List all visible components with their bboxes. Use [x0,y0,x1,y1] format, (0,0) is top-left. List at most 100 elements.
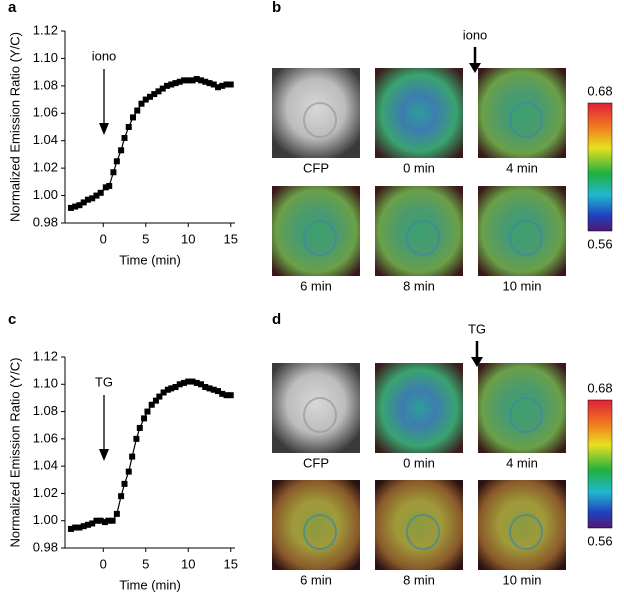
nucleus [509,102,543,138]
data-point [176,78,183,85]
data-point [189,77,196,84]
data-point [210,81,217,88]
arrow-head [469,63,481,73]
data-point [206,385,213,392]
data-point [109,517,116,524]
y-tick-label: 1.04 [33,458,58,473]
micrograph [272,480,360,570]
image-label: CFP [303,160,329,175]
micrograph [375,186,463,276]
data-point [219,390,226,397]
y-tick-label: 1.12 [33,22,58,37]
data-point [142,96,149,103]
data-point [118,147,125,154]
x-tick-label: 0 [100,231,107,246]
data-point [106,182,113,189]
data-point [101,519,108,526]
data-point [84,521,91,528]
stimulus-label: TG [468,321,486,336]
data-point [121,134,128,141]
data-point [151,91,158,98]
y-tick-label: 1.00 [33,512,58,527]
image-label: 6 min [300,278,332,293]
data-point [152,397,159,404]
nucleus [509,220,543,256]
panel-label: d [272,311,281,328]
y-axis-label: Normalized Emission Ratio (Y/C) [7,32,22,222]
x-tick-label: 5 [142,231,149,246]
data-point [121,480,128,487]
data-point [215,84,221,91]
data-point [223,392,230,399]
image-label: 10 min [502,278,541,293]
data-point [97,189,104,196]
micrograph [272,186,360,276]
nucleus [303,102,337,138]
data-point [198,381,204,388]
data-point [80,199,87,206]
y-tick-label: 1.08 [33,403,58,418]
data-point [130,114,136,121]
data-point [160,389,167,396]
x-tick-label: 15 [224,231,238,246]
y-tick-label: 1.10 [33,376,58,391]
data-point [136,424,143,431]
panel-label: b [272,0,281,16]
micrograph [375,480,463,570]
data-point [164,82,170,89]
annotation: iono [92,48,117,63]
colorbar-max: 0.68 [587,380,612,395]
colorbar-max: 0.68 [587,83,612,98]
arrow-head [99,123,109,135]
data-point [198,77,204,84]
data-point [172,384,179,391]
data-point [141,415,148,422]
data-point [72,203,79,210]
data-point [72,524,79,531]
data-point [89,195,96,202]
data-point [193,76,200,82]
panel-label: a [8,0,17,16]
annotation: TG [95,374,113,389]
y-axis-label: Normalized Emission Ratio (Y/C) [7,358,22,548]
stimulus-label: iono [463,27,488,42]
nucleus [406,514,440,550]
nucleus [509,514,543,550]
y-tick-label: 1.02 [33,485,58,500]
y-tick-label: 1.00 [33,187,58,202]
data-point [110,169,117,176]
y-tick-label: 0.98 [33,539,58,554]
data-point [227,392,234,399]
colorbar [587,399,613,529]
image-label: 4 min [506,160,538,175]
image-label: 6 min [300,572,332,587]
micrograph [375,68,463,158]
y-tick-label: 1.04 [33,132,58,147]
data-point [76,524,83,531]
data-point [93,517,100,524]
x-tick-label: 10 [181,556,195,571]
data-point [164,386,171,393]
nucleus [406,397,440,433]
data-point [144,408,151,415]
nucleus [406,220,440,256]
data-point [210,386,217,393]
data-point [172,80,179,87]
data-point [102,184,109,191]
x-axis-label: Time (min) [119,252,181,267]
data-point [80,523,87,530]
image-label: 8 min [403,278,435,293]
data-point [202,78,209,85]
data-point [155,88,162,95]
data-point [113,510,120,517]
y-tick-label: 0.98 [33,214,58,229]
data-point [193,379,200,386]
data-point [159,85,166,92]
panel-label: c [8,311,16,328]
data-point [105,517,112,524]
image-label: CFP [303,455,329,470]
data-point [168,81,175,88]
data-point [113,158,120,165]
